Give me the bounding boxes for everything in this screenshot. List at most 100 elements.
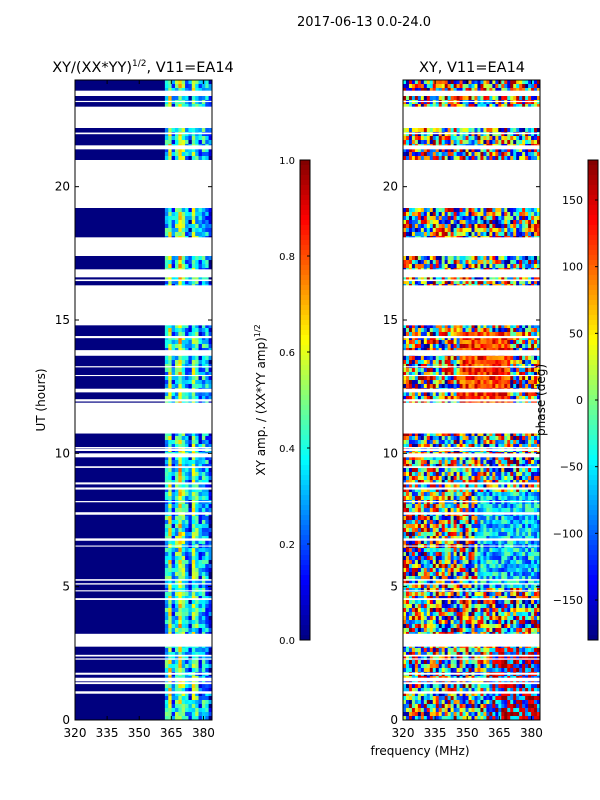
amp-cell — [178, 596, 183, 601]
amp-cell — [164, 600, 169, 605]
amp-cell — [208, 396, 213, 401]
amp-cell — [164, 128, 169, 133]
phase-cell — [441, 80, 445, 85]
phase-cell — [495, 228, 499, 233]
amp-cell — [171, 156, 176, 161]
amp-xtick-label: 320 — [64, 726, 87, 740]
phase-cell — [459, 156, 463, 161]
phase-cell — [438, 100, 443, 105]
phase-cell — [459, 216, 463, 221]
amp-cell — [178, 612, 183, 617]
amp-cell — [185, 264, 189, 269]
phase-cell — [468, 100, 472, 105]
amp-cell — [205, 80, 209, 85]
amp-cell — [171, 468, 176, 473]
amp-cell — [164, 104, 169, 109]
amp-cell — [188, 652, 193, 657]
amp-cell — [198, 492, 203, 497]
phase-cell — [444, 128, 448, 133]
amp-cell — [178, 436, 183, 441]
phase-cell — [477, 224, 481, 229]
phase-cell — [519, 80, 523, 85]
amp-cell — [171, 712, 176, 717]
amp-cell — [178, 440, 183, 445]
phase-cell — [456, 80, 460, 85]
phase-cell — [498, 140, 502, 145]
phase-cell — [483, 96, 487, 101]
amp-cell — [188, 580, 193, 585]
phase-cell — [403, 256, 407, 261]
phase-cell — [432, 260, 437, 265]
phase-cell — [495, 104, 499, 109]
phase-cell — [492, 104, 496, 109]
amp-cell — [201, 624, 206, 629]
amp-cell — [191, 380, 196, 385]
phase-cell — [513, 152, 517, 157]
amp-cell — [188, 440, 193, 445]
amp-cell — [171, 128, 176, 133]
amp-cell — [185, 564, 189, 569]
amp-cell — [198, 604, 203, 609]
phase-cell — [516, 216, 520, 221]
phase-cell — [525, 216, 529, 221]
amp-cell — [185, 356, 189, 361]
amp-colorbar-step — [300, 315, 310, 321]
phase-cell — [495, 212, 499, 217]
amp-cell — [185, 88, 189, 93]
phase-cell — [426, 280, 431, 285]
amp-cell — [195, 280, 199, 285]
amp-cell — [195, 680, 199, 685]
phase-cell — [459, 220, 463, 225]
amp-colorbar-step — [300, 465, 310, 471]
amp-cell — [175, 584, 179, 589]
phase-cell — [504, 212, 508, 217]
phase-cell — [462, 228, 466, 233]
phase-cell — [531, 232, 535, 237]
amp-ytick-label: 0 — [62, 713, 70, 727]
amp-cell — [198, 364, 203, 369]
amp-colorbar-ticks: 0.00.20.40.60.81.0 — [279, 156, 310, 647]
phase-cell — [477, 148, 481, 153]
phase-cell — [462, 88, 466, 93]
phase-cell — [504, 232, 508, 237]
phase-cell — [462, 232, 466, 237]
phase-cell — [531, 276, 535, 281]
phase-cell — [444, 84, 448, 89]
phase-cell — [474, 220, 478, 225]
phase-cell — [462, 212, 466, 217]
amp-cell — [178, 208, 183, 213]
phase-cell — [408, 212, 413, 217]
amp-cell — [175, 224, 179, 229]
amp-cell — [178, 232, 183, 237]
amp-cell — [185, 660, 189, 665]
amp-cell — [175, 612, 179, 617]
phase-cell — [411, 100, 416, 105]
amp-cell — [185, 280, 189, 285]
phase-cell — [537, 152, 541, 157]
phase-cell — [456, 128, 460, 133]
amp-cell — [188, 628, 193, 633]
amp-cell — [171, 540, 176, 545]
phase-cell — [498, 220, 502, 225]
amp-cell — [205, 340, 209, 345]
amp-cell — [185, 136, 189, 141]
amp-cell — [201, 96, 206, 101]
amp-cell — [178, 376, 183, 381]
amp-cell — [188, 328, 193, 333]
phase-cell — [450, 228, 454, 233]
amp-cell — [205, 588, 209, 593]
amp-cell — [205, 276, 209, 281]
phase-cell — [438, 148, 443, 153]
amp-colorbar-step — [300, 565, 310, 571]
amp-cell — [175, 560, 179, 565]
phase-cell — [510, 212, 514, 217]
amp-cell — [181, 400, 186, 405]
amp-cell — [164, 680, 169, 685]
amp-cell — [175, 80, 179, 85]
phase-cell — [417, 140, 422, 145]
phase-cell — [534, 152, 538, 157]
amp-cell — [171, 148, 176, 153]
amp-cell — [191, 564, 196, 569]
amp-cell — [181, 564, 186, 569]
amp-cell — [198, 368, 203, 373]
